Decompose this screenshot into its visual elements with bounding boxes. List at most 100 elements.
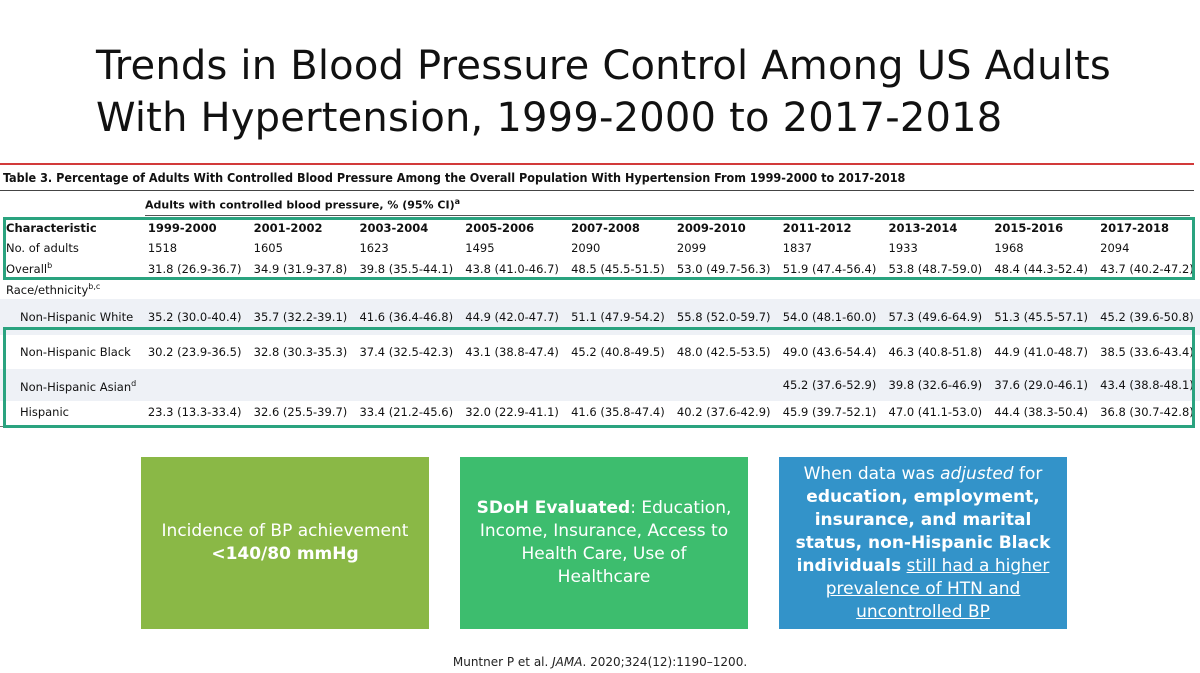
caption-divider	[0, 190, 1194, 191]
row-label-text: Non-Hispanic Asian	[20, 379, 132, 394]
table-cell: 48.0 (42.5-53.5)	[676, 345, 771, 359]
title-divider	[0, 163, 1194, 165]
table-cell: 48.4 (44.3-52.4)	[994, 261, 1088, 276]
adjusted-findings-text: When data was adjusted for education, em…	[793, 463, 1053, 624]
header-period: 2001-2002	[253, 221, 323, 235]
table-cell: 44.4 (38.3-50.4)	[994, 405, 1088, 419]
header-period: 2013-2014	[888, 221, 958, 235]
table-cell: 43.7 (40.2-47.2)	[1100, 261, 1194, 276]
table-cell: 31.8 (26.9-36.7)	[147, 261, 242, 276]
sdoh-card: SDoH Evaluated: Education, Income, Insur…	[460, 457, 748, 629]
header-period: 2003-2004	[359, 221, 429, 235]
adjusted-covariates: education, employment, insurance, and ma…	[795, 486, 1051, 576]
table-caption: Table 3. Percentage of Adults With Contr…	[3, 170, 906, 185]
table-cell: 38.5 (33.6-43.4)	[1100, 345, 1194, 359]
sdoh-text: SDoH Evaluated: Education, Income, Insur…	[474, 497, 734, 589]
table-cell: 57.3 (49.6-64.9)	[888, 310, 983, 324]
adjusted-conclusion: still had a higher prevalence of HTN and…	[825, 555, 1050, 622]
adjusted-text-3: for	[1013, 463, 1043, 484]
table-cell: 51.1 (47.9-54.2)	[571, 310, 665, 324]
table-cell: 41.6 (35.8-47.4)	[571, 405, 665, 419]
column-group-label: Adults with controlled blood pressure, %…	[145, 198, 455, 212]
table-cell: 40.2 (37.6-42.9)	[676, 405, 771, 419]
table-cell: 32.8 (30.3-35.3)	[253, 345, 348, 359]
row-label: Race/ethnicityb,c	[0, 279, 142, 299]
table-cell: 30.2 (23.9-36.5)	[147, 345, 242, 359]
row-label: No. of adults	[6, 241, 79, 255]
table-cell: 36.8 (30.7-42.8)	[1100, 405, 1194, 419]
table-cell: 32.0 (22.9-41.1)	[465, 405, 559, 419]
header-characteristic: Characteristic	[6, 221, 97, 235]
bp-achievement-card: Incidence of BP achievement <140/80 mmHg	[141, 457, 429, 629]
table-cell: 37.4 (32.5-42.3)	[359, 345, 454, 359]
table-cell: 45.9 (39.7-52.1)	[782, 405, 877, 419]
table-cell: 45.2 (39.6-50.8)	[1100, 310, 1194, 324]
table-row-race-header: Race/ethnicityb,c	[0, 279, 1200, 299]
row-label: Non-Hispanic White	[20, 310, 134, 324]
row-label: Hispanic	[20, 405, 69, 419]
table-row-hispanic: Hispanic 23.3 (13.3-33.4) 32.6 (25.5-39.…	[0, 401, 1200, 423]
table-cell: 23.3 (13.3-33.4)	[147, 405, 242, 419]
slide-title-line-2: With Hypertension, 1999-2000 to 2017-201…	[96, 95, 1003, 141]
table-cell: 2090	[571, 241, 601, 255]
table-cell: 49.0 (43.6-54.4)	[782, 345, 877, 359]
citation-details: . 2020;324(12):1190–1200.	[582, 655, 748, 669]
header-period: 2009-2010	[676, 221, 746, 235]
table-cell: 33.4 (21.2-45.6)	[359, 405, 454, 419]
citation-journal: JAMA	[552, 655, 583, 669]
table-cell: 54.0 (48.1-60.0)	[782, 310, 877, 324]
table-cell: 1495	[465, 241, 495, 255]
row-label-text: Race/ethnicity	[6, 282, 89, 297]
header-period: 1999-2000	[147, 221, 217, 235]
table-cell: 43.4 (38.8-48.1)	[1100, 378, 1194, 392]
table-cell: 32.6 (25.5-39.7)	[253, 405, 348, 419]
table-cell: 51.9 (47.4-56.4)	[782, 261, 877, 276]
header-period: 2015-2016	[994, 221, 1064, 235]
table-cell: 48.5 (45.5-51.5)	[571, 261, 665, 276]
table-cell: 2094	[1100, 241, 1130, 255]
row-label-footnote: b	[47, 261, 53, 271]
table-cell: 45.2 (37.6-52.9)	[782, 378, 877, 392]
header-period: 2005-2006	[465, 221, 535, 235]
table-cell: 45.2 (40.8-49.5)	[571, 345, 665, 359]
table-row-n-adults: No. of adults 1518 1605 1623 1495 2090 2…	[0, 238, 1200, 258]
table-cell: 43.8 (41.0-46.7)	[465, 261, 559, 276]
overall-highlight-box	[3, 217, 1195, 280]
bp-achievement-line-1: Incidence of BP achievement	[161, 521, 409, 541]
empty-cell	[142, 279, 1200, 299]
row-label: Non-Hispanic Black	[20, 345, 131, 359]
row-label-text: Overall	[6, 261, 48, 276]
citation-authors: Muntner P et al.	[452, 655, 553, 669]
row-label-footnote: b,c	[88, 281, 101, 291]
bp-threshold: <140/80 mmHg	[211, 544, 359, 564]
table-cell: 35.7 (32.2-39.1)	[253, 310, 348, 324]
table-cell: 41.6 (36.4-46.8)	[359, 310, 454, 324]
table-cell: 1623	[359, 241, 389, 255]
header-period: 2017-2018	[1100, 221, 1169, 235]
table-cell: 43.1 (38.8-47.4)	[465, 345, 559, 359]
row-label-footnote: d	[131, 378, 137, 388]
table-cell: 51.3 (45.5-57.1)	[994, 310, 1088, 324]
table-cell: 1518	[147, 241, 178, 255]
table-cell: 34.9 (31.9-37.8)	[253, 261, 348, 276]
minority-highlight-box	[3, 327, 1195, 428]
header-period: 2011-2012	[782, 221, 852, 235]
adjusted-findings-card: When data was adjusted for education, em…	[779, 457, 1067, 629]
table-cell: 44.9 (41.0-48.7)	[994, 345, 1088, 359]
adjusted-word: adjusted	[940, 463, 1014, 484]
row-label: Overallb	[0, 258, 142, 279]
adjusted-text-1: When data was	[803, 463, 941, 484]
column-group-footnote: a	[454, 197, 461, 206]
table-cell: 1837	[782, 241, 812, 255]
column-group-divider	[145, 215, 1190, 216]
table-cell: 2099	[676, 241, 707, 255]
table-row-overall: Overallb 31.8 (26.9-36.7) 34.9 (31.9-37.…	[0, 258, 1200, 279]
table-cell: 1933	[888, 241, 918, 255]
citation: Muntner P et al. JAMA. 2020;324(12):1190…	[0, 655, 1200, 669]
sdoh-heading: SDoH Evaluated	[476, 498, 631, 518]
table-cell: 53.8 (48.7-59.0)	[888, 261, 983, 276]
slide-title-line-1: Trends in Blood Pressure Control Among U…	[96, 43, 1111, 89]
table-cell: 39.8 (32.6-46.9)	[888, 378, 983, 392]
header-period: 2007-2008	[571, 221, 640, 235]
table-cell: 1605	[253, 241, 283, 255]
